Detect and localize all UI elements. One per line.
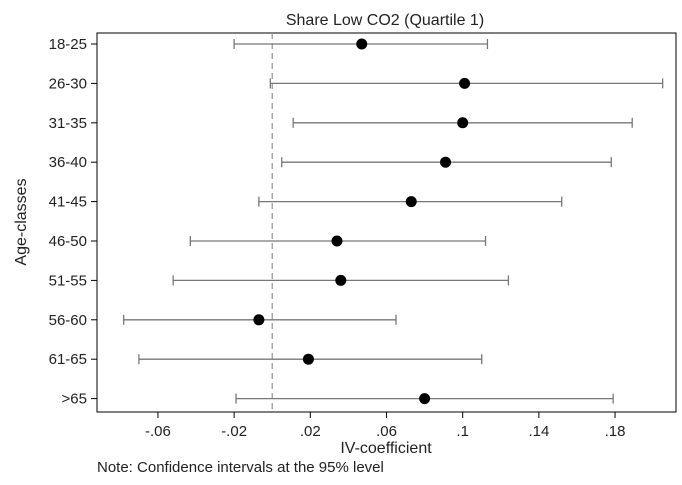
estimate-point [253,314,265,326]
estimate-point [440,156,452,168]
y-tick-label: 46-50 [49,233,87,250]
x-tick-label: -.06 [145,423,171,440]
y-tick-label: 51-55 [49,272,87,289]
y-tick-label: 31-35 [49,115,87,132]
x-axis-label: IV-coefficient [340,440,432,457]
y-tick-label: 56-60 [49,312,87,329]
x-tick-label: .14 [528,423,549,440]
estimate-point [457,117,469,129]
estimate-point [459,77,471,89]
y-tick-label: 36-40 [49,154,87,171]
estimate-point [419,393,431,405]
y-tick-label: 61-65 [49,351,87,368]
estimate-point [302,353,314,365]
x-tick-label: .06 [376,423,397,440]
x-tick-label: .1 [456,423,469,440]
x-tick-label: .18 [605,423,626,440]
estimate-point [335,274,347,286]
estimate-point [405,196,417,208]
estimate-point [331,235,343,247]
x-tick-label: .02 [300,423,321,440]
chart-note: Note: Confidence intervals at the 95% le… [97,459,384,476]
estimate-point [356,38,368,50]
chart-title: Share Low CO2 (Quartile 1) [286,12,484,29]
y-tick-label: >65 [62,391,87,408]
y-tick-label: 18-25 [49,36,87,53]
x-tick-label: -.02 [221,423,247,440]
y-tick-label: 41-45 [49,194,87,211]
y-axis-label: Age-classes [13,178,30,265]
y-tick-label: 26-30 [49,75,87,92]
plot-frame [96,32,677,413]
